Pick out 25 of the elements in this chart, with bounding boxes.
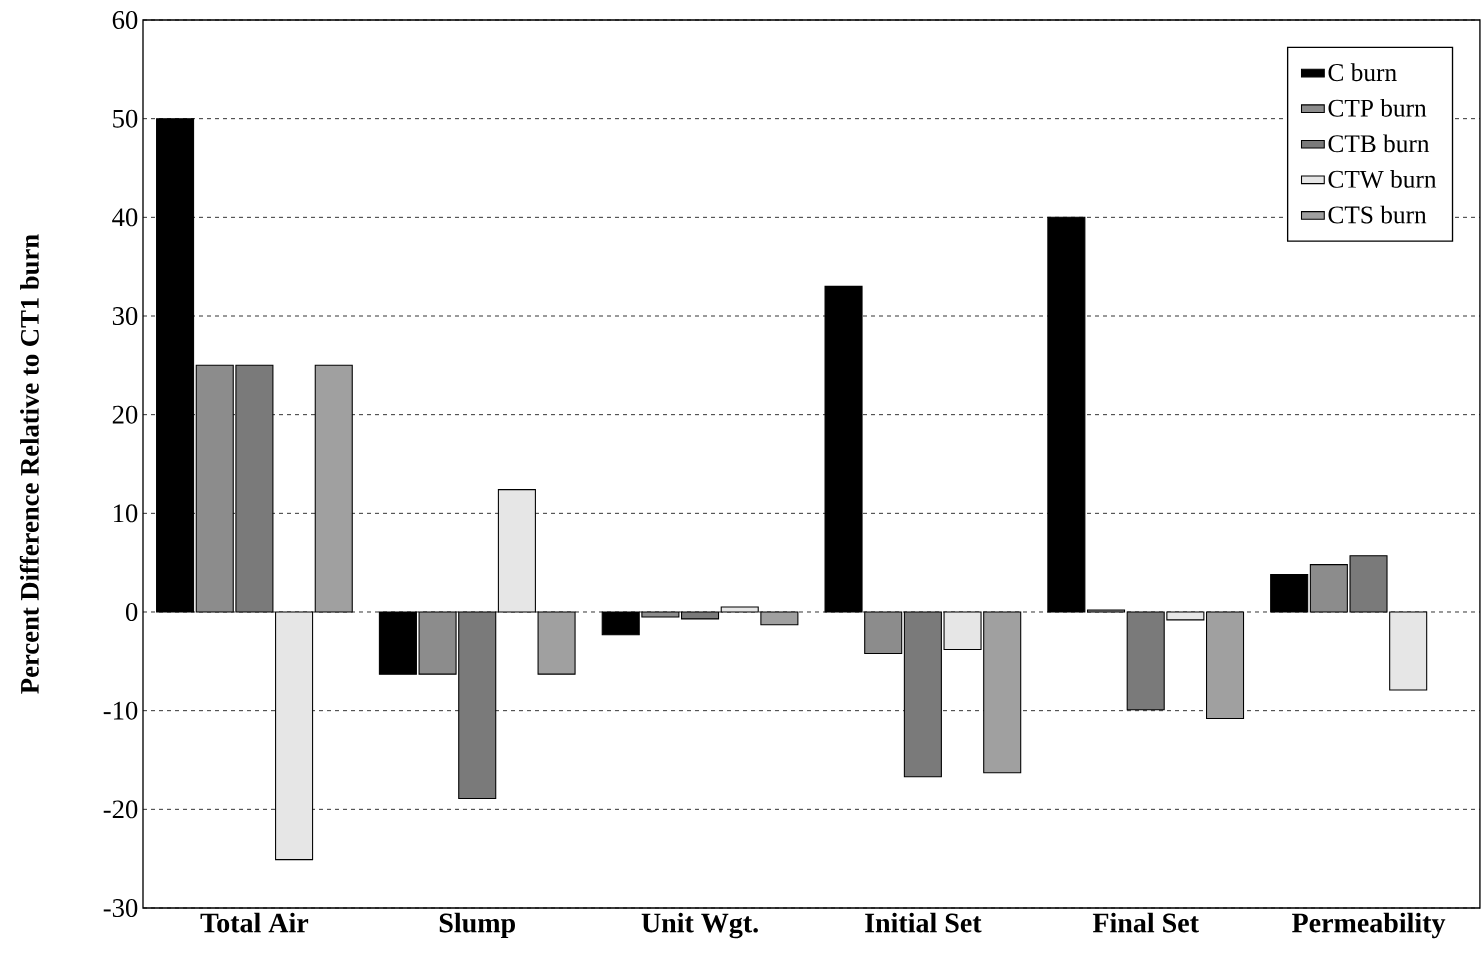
x-tick-label: Unit Wgt. [641,912,758,939]
bar [1270,573,1309,613]
x-tick-label: Slump [439,912,515,939]
bar [156,118,195,613]
x-tick-label: Initial Set [865,912,982,933]
y-tick-label: -20 [103,800,138,819]
legend-label: CTS burn [1328,205,1427,224]
y-tick-label: 60 [112,11,138,29]
legend-label: CTW burn [1328,170,1437,188]
y-tick-label: -30 [103,899,138,917]
y-tick-label: 0 [125,603,138,621]
y-tick-label: 20 [112,405,138,424]
y-tick-label: 30 [112,307,138,325]
x-tick-label: Total Air [200,912,309,933]
legend-label: CTB burn [1328,134,1430,153]
legend-label: CTP burn [1328,98,1427,117]
x-tick-label: Final Set [1092,912,1199,933]
y-axis-title: Percent Difference Relative to CT1 burn [19,234,39,694]
y-tick-label: 40 [112,208,138,227]
legend-label: C burn [1328,63,1397,82]
bar [314,364,353,613]
y-tick-label: -10 [103,701,138,720]
x-tick-label: Permeability [1292,912,1446,939]
y-tick-label: 10 [113,504,138,523]
y-tick-label: 50 [113,109,138,128]
